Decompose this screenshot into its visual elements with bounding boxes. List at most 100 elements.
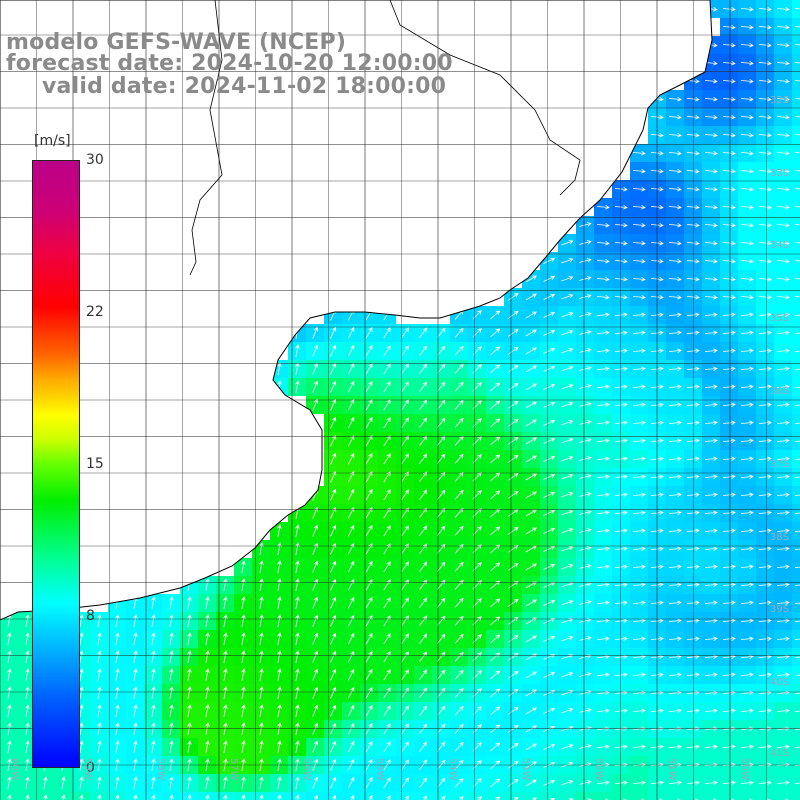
wind-arrow — [596, 204, 610, 210]
wind-arrow — [579, 708, 592, 713]
wind-arrow — [794, 602, 800, 604]
wind-arrow — [758, 672, 772, 678]
wind-arrow — [686, 132, 700, 138]
wind-arrow — [632, 564, 646, 570]
wind-arrow — [312, 596, 319, 609]
wind-arrow — [169, 704, 174, 717]
wind-arrow — [525, 743, 537, 751]
wind-arrow — [686, 780, 700, 786]
wind-arrow — [7, 668, 12, 681]
wind-arrow — [758, 510, 772, 516]
wind-arrow — [794, 170, 800, 172]
lat-label-32s: 32S — [770, 95, 790, 106]
lon-label-52w: 52W — [593, 758, 604, 781]
wind-arrow — [704, 240, 718, 246]
wind-arrow — [401, 417, 409, 429]
wind-arrow — [454, 399, 464, 410]
wind-arrow — [241, 632, 246, 645]
wind-arrow — [347, 614, 355, 627]
wind-arrow — [472, 526, 482, 536]
wind-arrow — [454, 579, 464, 590]
wind-arrow — [312, 344, 319, 357]
wind-arrow — [722, 438, 736, 444]
wind-arrow — [151, 794, 156, 800]
wind-arrow — [668, 186, 682, 192]
wind-arrow — [436, 417, 446, 428]
wind-arrow — [507, 311, 519, 319]
wind-arrow — [704, 348, 718, 354]
wind-arrow — [794, 548, 800, 550]
wind-arrow — [205, 722, 210, 735]
speed-cell — [666, 792, 684, 800]
wind-arrow — [223, 740, 228, 753]
border-line — [189, 0, 223, 276]
wind-arrow — [668, 222, 682, 228]
wind-arrow — [794, 638, 800, 640]
wind-arrow — [794, 422, 800, 424]
colorbar-tick-8: 8 — [86, 608, 95, 624]
speed-cell — [792, 612, 800, 630]
wind-arrow — [205, 740, 210, 753]
wind-arrow — [596, 744, 610, 750]
wind-arrow — [330, 434, 337, 447]
wind-arrow — [794, 260, 800, 262]
wind-arrow — [330, 398, 337, 411]
wind-arrow — [686, 438, 700, 444]
lon-label-58w: 58W — [155, 758, 166, 781]
wind-arrow — [614, 312, 628, 318]
wind-arrow — [614, 258, 628, 264]
wind-arrow — [758, 582, 772, 588]
wind-arrow — [365, 669, 373, 681]
wind-arrow — [490, 526, 501, 536]
wind-arrow — [312, 650, 319, 663]
wind-arrow — [151, 686, 156, 699]
wind-arrow — [668, 384, 682, 390]
wind-arrow — [525, 347, 537, 355]
wind-arrow — [472, 364, 482, 374]
wind-arrow — [632, 618, 646, 624]
wind-arrow — [115, 740, 120, 753]
wind-arrow — [614, 564, 628, 570]
wind-arrow — [525, 599, 537, 607]
wind-arrow — [223, 704, 228, 717]
wind-arrow — [401, 363, 409, 375]
wind-arrow — [740, 186, 754, 192]
wind-arrow — [704, 366, 718, 372]
wind-arrow — [704, 96, 718, 102]
wind-arrow — [758, 402, 772, 408]
speed-cell — [792, 144, 800, 162]
wind-arrow — [365, 399, 373, 411]
wind-arrow — [722, 132, 736, 138]
wind-arrow — [704, 312, 718, 318]
wind-arrow — [740, 222, 754, 228]
wind-arrow — [151, 614, 156, 627]
wind-arrow — [579, 600, 592, 605]
wind-arrow — [507, 419, 519, 427]
wind-arrow — [365, 777, 373, 789]
wind-arrow — [365, 615, 373, 627]
wind-arrow — [490, 436, 501, 446]
wind-arrow — [187, 740, 192, 753]
wind-arrow — [507, 743, 519, 751]
lat-label-33s: 33S — [770, 168, 790, 179]
speed-cell — [792, 540, 800, 558]
speed-cell — [558, 792, 576, 800]
wind-arrow — [686, 312, 700, 318]
wind-arrow — [794, 224, 800, 226]
speed-cell — [792, 522, 800, 540]
wind-arrow — [277, 632, 282, 645]
wind-arrow — [347, 398, 355, 411]
wind-arrow — [187, 650, 192, 663]
wind-arrow — [543, 743, 556, 750]
wind-arrow — [454, 561, 464, 572]
speed-cell — [792, 504, 800, 522]
wind-arrow — [668, 132, 682, 138]
wind-arrow — [436, 453, 446, 464]
wind-arrow — [312, 740, 319, 753]
wind-arrow — [794, 674, 800, 676]
wind-arrow — [579, 780, 592, 785]
lat-label-39s: 39S — [770, 604, 790, 615]
wind-arrow — [61, 794, 66, 800]
wind-arrow — [794, 134, 800, 136]
lat-label-36s: 36S — [770, 386, 790, 397]
